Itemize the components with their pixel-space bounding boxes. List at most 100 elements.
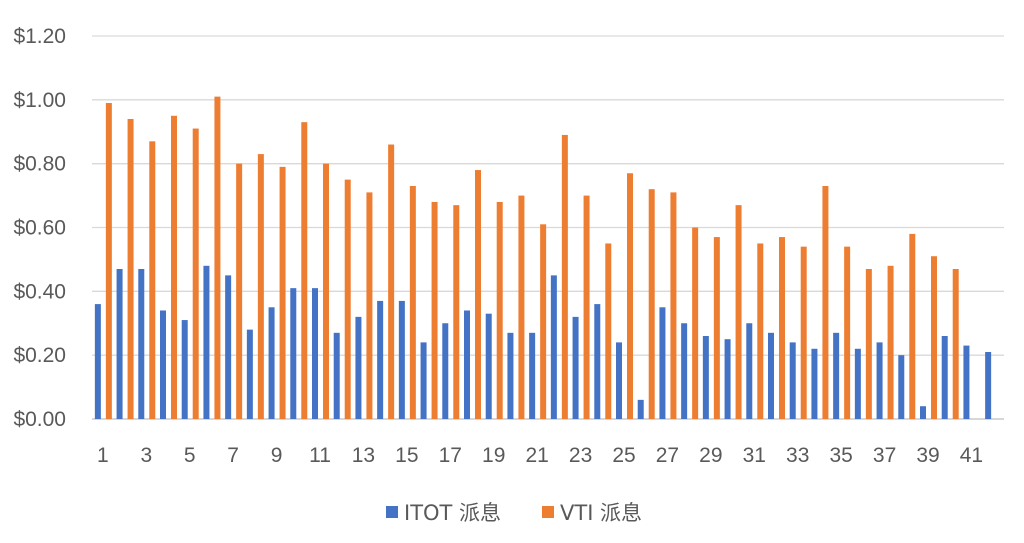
itot-bar <box>963 345 970 419</box>
vti-bar <box>214 96 221 420</box>
vti-bar <box>627 173 633 419</box>
vti-bar <box>105 103 112 420</box>
itot-bar <box>550 275 557 419</box>
itot-bar <box>529 332 536 419</box>
bars <box>94 96 992 420</box>
itot-bar <box>485 313 492 419</box>
itot-bar <box>854 348 861 419</box>
itot-bar <box>659 307 666 419</box>
vti-bar <box>236 163 243 419</box>
x-tick-label: 15 <box>395 444 418 467</box>
itot-bar <box>355 316 362 419</box>
x-tick-label: 23 <box>569 444 592 467</box>
vti-bar <box>518 195 525 419</box>
x-tick-label: 35 <box>829 444 852 467</box>
legend-swatch <box>386 506 398 518</box>
itot-bar <box>312 288 318 419</box>
itot-bar <box>572 316 579 419</box>
itot-bar <box>181 320 188 419</box>
itot-bar <box>724 339 731 419</box>
gridlines <box>92 35 1004 420</box>
x-tick-label: 33 <box>786 444 809 467</box>
x-tick-label: 7 <box>227 444 239 467</box>
vti-bar <box>735 205 742 419</box>
x-tick-label: 5 <box>184 444 196 467</box>
legend-swatch <box>542 506 554 518</box>
itot-bar <box>398 300 405 419</box>
x-tick-label: 41 <box>960 444 983 467</box>
legend-label: ITOT 派息 <box>404 501 501 525</box>
vti-bar <box>583 195 590 419</box>
vti-bar <box>865 268 872 419</box>
x-tick-label: 11 <box>309 444 331 467</box>
itot-bar <box>768 332 774 419</box>
vti-bar <box>540 224 547 419</box>
itot-bar <box>507 332 514 419</box>
itot-bar <box>833 332 840 419</box>
vti-bar <box>127 118 134 419</box>
x-tick-label: 25 <box>612 444 635 467</box>
legend-label: VTI 派息 <box>560 501 642 525</box>
vti-bar <box>279 166 286 419</box>
vti-bar <box>757 243 764 419</box>
x-tick-label: 31 <box>743 444 766 467</box>
vti-bar <box>344 179 351 419</box>
y-tick-label: $1.00 <box>13 89 66 112</box>
vti-bar <box>366 192 373 419</box>
itot-bar <box>637 399 644 419</box>
itot-bar <box>941 336 948 419</box>
vti-bar <box>496 201 503 419</box>
vti-bar <box>192 128 199 419</box>
vti-bar <box>561 134 568 420</box>
itot-bar <box>746 323 753 419</box>
x-tick-label: 1 <box>97 444 109 467</box>
x-tick-label: 3 <box>140 444 152 467</box>
itot-bar <box>616 342 622 419</box>
vti-bar <box>713 237 720 419</box>
vti-bar <box>822 186 829 419</box>
itot-bar <box>246 329 253 419</box>
y-tick-label: $0.00 <box>13 408 66 431</box>
vti-bar <box>453 205 460 419</box>
itot-bar <box>681 323 688 419</box>
x-tick-label: 37 <box>873 444 896 467</box>
itot-bar <box>333 332 340 419</box>
itot-bar <box>138 268 145 419</box>
itot-bar <box>268 307 275 419</box>
itot-bar <box>920 406 926 419</box>
vti-bar <box>171 115 177 420</box>
vti-bar <box>605 243 612 419</box>
vti-bar <box>323 163 329 419</box>
y-tick-label: $0.80 <box>13 153 66 176</box>
itot-bar <box>789 342 796 419</box>
itot-bar <box>464 310 470 419</box>
x-tick-label: 9 <box>271 444 283 467</box>
x-tick-label: 19 <box>482 444 505 467</box>
itot-bar <box>702 336 709 419</box>
vti-bar <box>909 233 916 419</box>
vti-bar <box>149 141 156 419</box>
itot-bar <box>985 351 992 419</box>
itot-bar <box>94 304 101 419</box>
vti-bar <box>931 256 937 419</box>
itot-bar <box>876 342 883 419</box>
x-tick-label: 21 <box>525 444 548 467</box>
y-tick-label: $0.60 <box>13 217 66 240</box>
itot-bar <box>116 268 123 419</box>
vti-bar <box>648 189 655 419</box>
x-tick-label: 13 <box>352 444 375 467</box>
y-axis: $0.00 $0.20 $0.40 $0.60 $0.80 $1.00 $1.20 <box>13 25 66 431</box>
itot-bar <box>225 275 232 419</box>
vti-bar <box>887 265 894 419</box>
x-tick-label: 17 <box>439 444 462 467</box>
vti-bar <box>388 144 395 419</box>
itot-bar <box>290 288 297 419</box>
x-axis: 1 3 5 7 9 11 13 15 17 19 21 23 25 27 29 31 33 35 37 39 41 <box>97 444 983 467</box>
itot-bar <box>442 323 449 419</box>
x-tick-label: 27 <box>656 444 679 467</box>
itot-bar <box>160 310 166 419</box>
legend: ITOT 派息 VTI 派息 <box>386 501 642 525</box>
vti-bar <box>844 246 851 419</box>
y-tick-label: $1.20 <box>13 25 66 48</box>
